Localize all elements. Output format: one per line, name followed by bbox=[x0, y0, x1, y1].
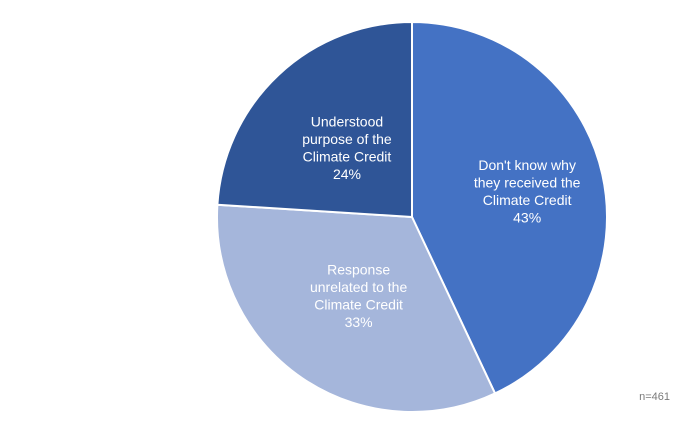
pie-labels: Don't know why they received the Climate C… bbox=[302, 113, 580, 329]
slice-category-label: Don't know why bbox=[478, 157, 576, 173]
slice-value-label: 24% bbox=[333, 166, 361, 182]
slice-label: Don't know why they received the Climate C… bbox=[474, 157, 581, 226]
sample-size-note: n=461 bbox=[639, 391, 670, 403]
slice-label: Response unrelated to the Climate Credit 33… bbox=[310, 261, 408, 330]
pie-slice bbox=[411, 20, 608, 395]
slice-category-label: purpose of the bbox=[302, 131, 392, 147]
slice-label: Understood purpose of the Climate Credit 24… bbox=[302, 113, 392, 182]
slice-category-label: Climate Credit bbox=[314, 296, 403, 312]
slice-category-label: unrelated to the bbox=[310, 279, 408, 295]
slice-category-label: Response bbox=[327, 261, 390, 277]
pie-slice bbox=[216, 20, 413, 219]
pie-slice bbox=[216, 203, 497, 413]
slice-category-label: they received the bbox=[474, 175, 581, 191]
slice-category-label: Climate Credit bbox=[303, 148, 392, 164]
pie-slices bbox=[216, 20, 608, 413]
slice-value-label: 43% bbox=[513, 210, 541, 226]
slice-value-label: 33% bbox=[345, 314, 373, 330]
slice-category-label: Understood bbox=[311, 113, 383, 129]
slice-category-label: Climate Credit bbox=[483, 192, 572, 208]
